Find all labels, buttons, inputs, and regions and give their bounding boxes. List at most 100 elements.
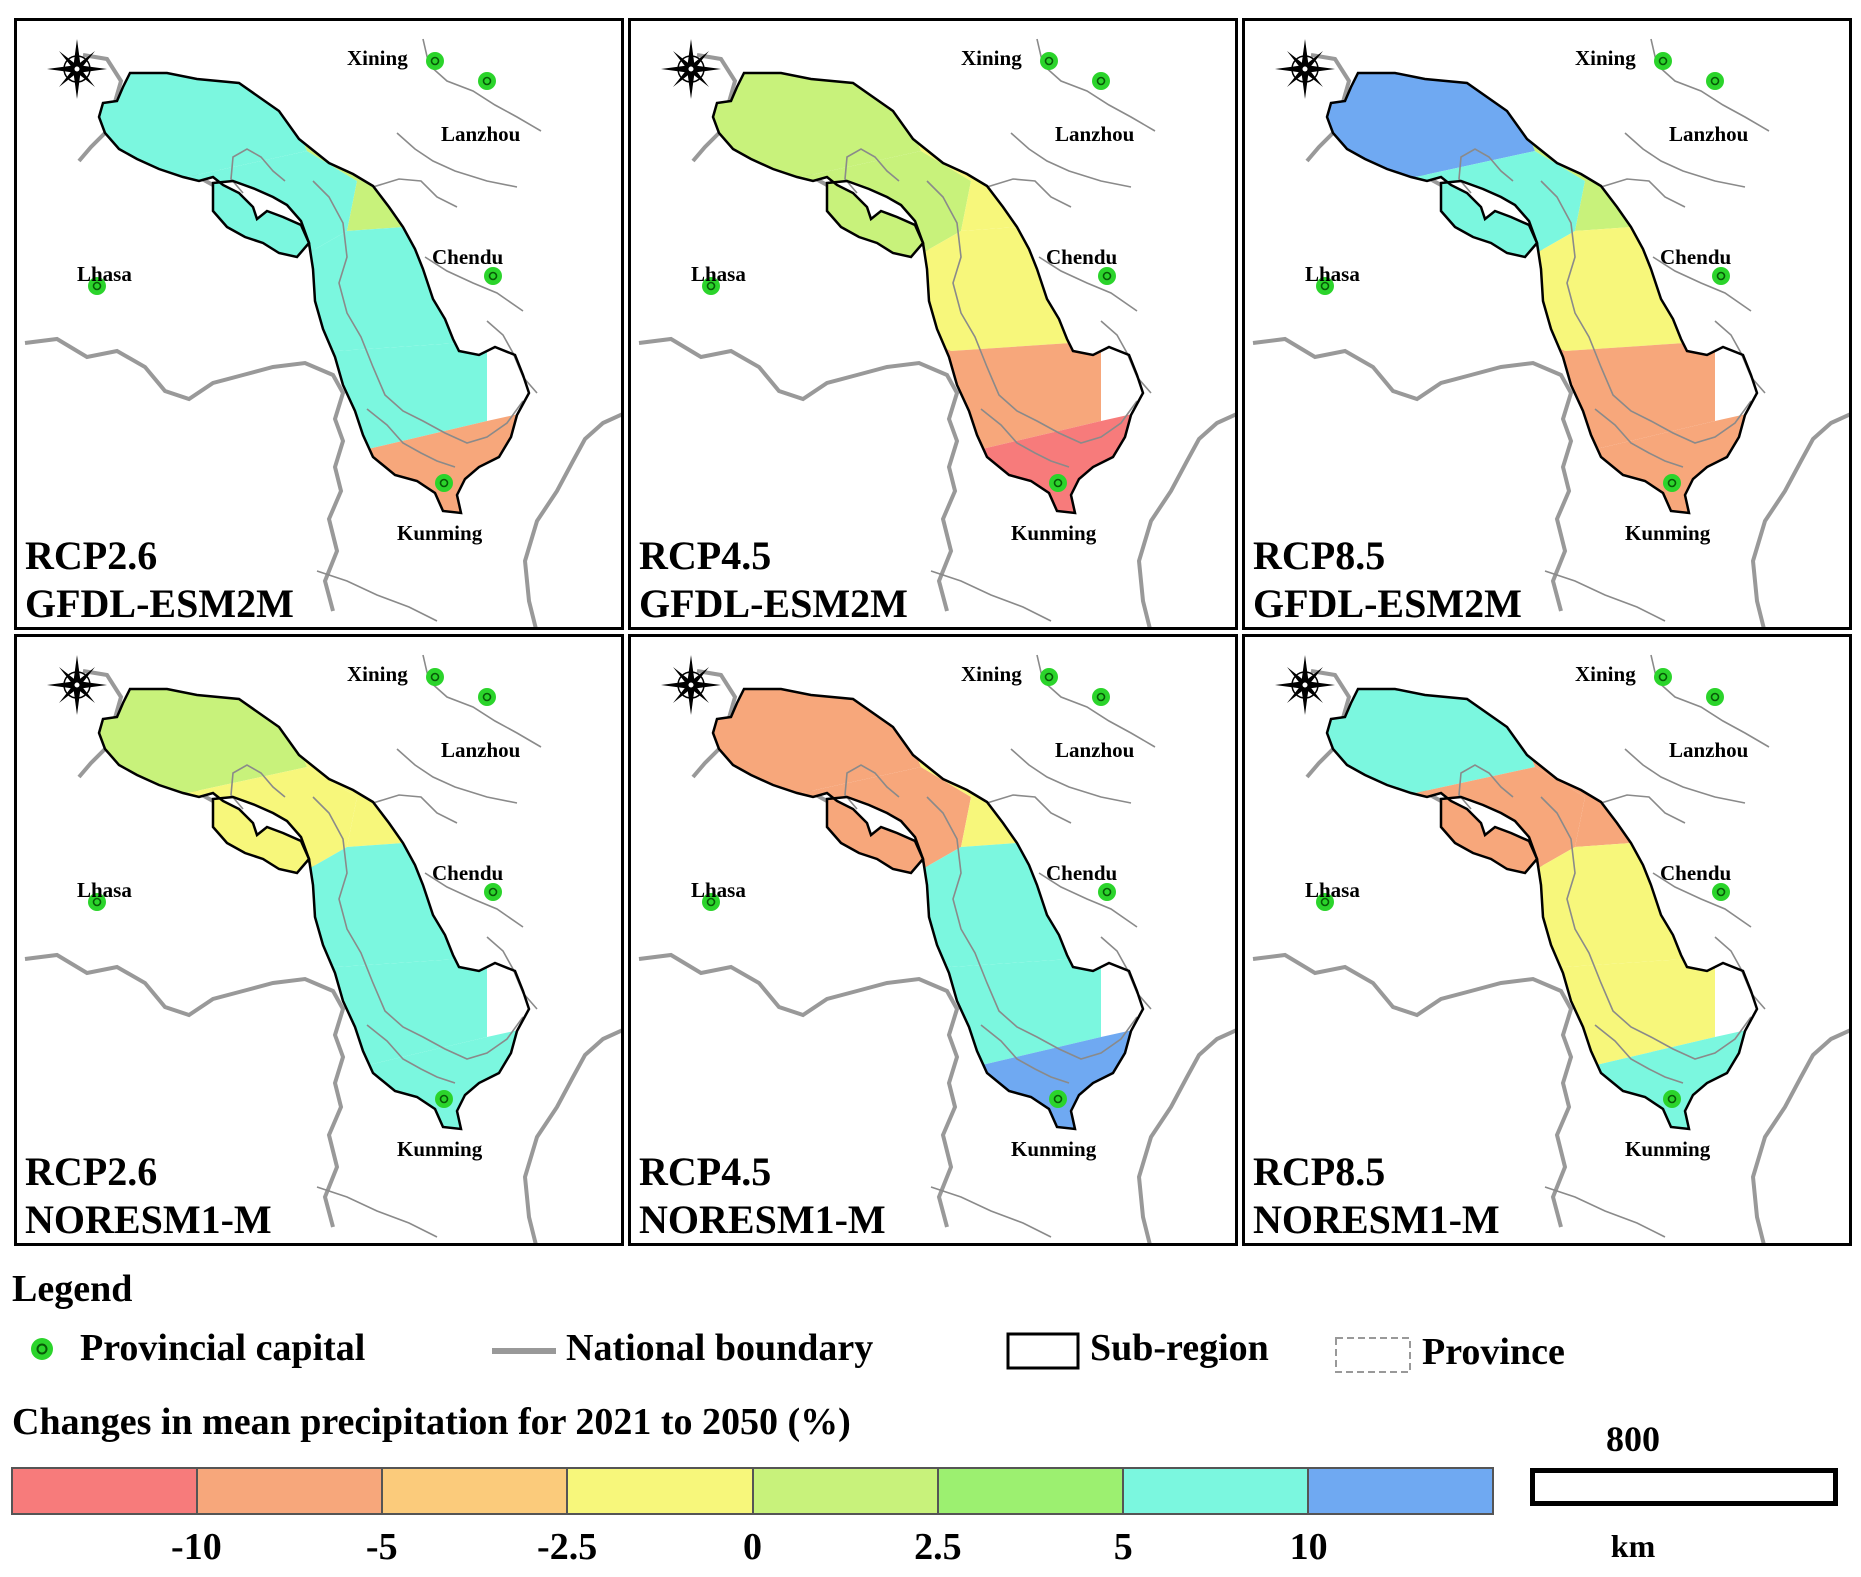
city-label: Chendu xyxy=(1046,245,1118,269)
province-boundary-line xyxy=(980,408,1070,468)
legend-province: Province xyxy=(1334,1330,1565,1374)
province-boundary-line xyxy=(1540,796,1752,1060)
colorbar-segment xyxy=(568,1469,754,1513)
provincial-capital-icon xyxy=(31,1338,53,1361)
provincial-capital-marker xyxy=(88,277,106,295)
city-label: Xining xyxy=(347,46,408,70)
provincial-capital-marker xyxy=(1706,72,1724,90)
province-boundary-line xyxy=(1544,1186,1666,1238)
colorbar-tick-label: -2.5 xyxy=(537,1526,598,1568)
city-label: Chendu xyxy=(1046,861,1118,885)
city-label: Lhasa xyxy=(77,262,132,286)
city-label: Kunming xyxy=(1011,521,1097,545)
map-panel: Xining Lanzhou Chendu Lhasa Kunming RCP8.5 NOR… xyxy=(1242,634,1852,1246)
provincial-capital-marker xyxy=(702,277,720,295)
city-label: Lanzhou xyxy=(1055,122,1135,146)
province-boundary-line xyxy=(1600,794,1686,824)
sub-region-outline xyxy=(711,687,1145,1131)
map-panel: Xining Lanzhou Chendu Lhasa Kunming RCP8.5 GFD… xyxy=(1242,18,1852,630)
provincial-capital-marker xyxy=(435,1090,453,1108)
model-label: GFDL-ESM2M xyxy=(25,581,294,626)
national-boundary-line xyxy=(1305,131,1335,163)
city-label: Kunming xyxy=(1625,521,1711,545)
city-label: Lanzhou xyxy=(1669,122,1749,146)
province-boundary-line xyxy=(844,148,900,194)
province-boundary-line xyxy=(396,748,518,804)
map-canvas xyxy=(1252,38,1849,627)
province-boundary-line xyxy=(1458,148,1514,194)
provincial-capital-marker xyxy=(1663,1090,1681,1108)
north-arrow-icon xyxy=(47,655,107,715)
provincial-capital-marker xyxy=(1663,474,1681,492)
legend-sub-region-label: Sub-region xyxy=(1090,1327,1269,1369)
provincial-capital-marker xyxy=(1712,883,1730,901)
national-boundary-line xyxy=(1252,952,1574,1228)
province-boundary-line xyxy=(1594,1024,1684,1084)
national-boundary-line xyxy=(24,952,346,1228)
sub-region-outline xyxy=(1325,71,1759,515)
colorbar-segment xyxy=(753,1469,939,1513)
city-label: Chendu xyxy=(432,861,504,885)
legend-title: Legend xyxy=(12,1268,133,1310)
scenario-label: RCP8.5 xyxy=(1253,533,1386,578)
sub-region-outline xyxy=(1439,179,1539,259)
provincial-capital-marker xyxy=(484,883,502,901)
national-boundary-line xyxy=(1252,336,1574,612)
city-label: Lhasa xyxy=(77,878,132,902)
model-label: NORESM1-M xyxy=(1253,1197,1500,1242)
city-label: Lanzhou xyxy=(1055,738,1135,762)
scale-bar xyxy=(1530,1468,1838,1506)
colorbar-title: Changes in mean precipitation for 2021 t… xyxy=(12,1401,851,1443)
city-label: Xining xyxy=(1575,662,1636,686)
sub-region-outline xyxy=(825,795,925,875)
provincial-capital-marker xyxy=(1040,668,1058,686)
scenario-label: RCP4.5 xyxy=(639,1149,772,1194)
national-boundary-line xyxy=(1305,747,1335,779)
map-panel: Xining Lanzhou Chendu Lhasa Kunming RCP4.5 NOR… xyxy=(628,634,1238,1246)
colorbar xyxy=(11,1467,1494,1515)
city-label: Lhasa xyxy=(1305,262,1360,286)
provincial-capital-marker xyxy=(426,52,444,70)
province-boundary-line xyxy=(372,178,458,208)
provincial-capital-marker xyxy=(1654,668,1672,686)
north-arrow-icon xyxy=(661,39,721,99)
city-label: Xining xyxy=(961,46,1022,70)
scenario-label: RCP4.5 xyxy=(639,533,772,578)
provincial-capital-marker xyxy=(1049,1090,1067,1108)
province-boundary-line xyxy=(1652,256,1752,312)
national-boundary-line xyxy=(691,131,721,163)
legend-national-boundary-label: National boundary xyxy=(566,1327,874,1369)
map-panel: Xining Lanzhou Chendu Lhasa Kunming RCP2.6 NOR… xyxy=(14,634,624,1246)
province-boundary-line xyxy=(366,408,456,468)
city-label: Lanzhou xyxy=(441,738,521,762)
colorbar-segment xyxy=(1308,1469,1492,1513)
province-boundary-line xyxy=(1458,764,1514,810)
colorbar-tick-label: 0 xyxy=(743,1526,762,1568)
national-boundary-line xyxy=(24,336,346,612)
north-arrow-icon xyxy=(1275,655,1335,715)
province-boundary-line xyxy=(1540,180,1752,444)
national-boundary-line xyxy=(77,747,107,779)
provincial-capital-marker xyxy=(1092,72,1110,90)
national-boundary-line xyxy=(691,747,721,779)
scenario-label: RCP8.5 xyxy=(1253,1149,1386,1194)
provincial-capital-marker xyxy=(1654,52,1672,70)
city-label: Chendu xyxy=(1660,245,1732,269)
city-label: Kunming xyxy=(1011,1137,1097,1161)
provincial-capital-marker xyxy=(1316,893,1334,911)
sub-region-icon xyxy=(1006,1332,1080,1370)
national-boundary-line xyxy=(638,952,960,1228)
sub-region-outline xyxy=(97,71,531,515)
city-label: Lhasa xyxy=(691,878,746,902)
map-panel-grid: Xining Lanzhou Chendu Lhasa Kunming RCP2.6 GFD… xyxy=(14,18,1852,1246)
city-label: Lanzhou xyxy=(1669,738,1749,762)
national-boundary-line xyxy=(77,131,107,163)
provincial-capital-marker xyxy=(1098,267,1116,285)
colorbar-segment xyxy=(938,1469,1124,1513)
provincial-capital-marker xyxy=(1712,267,1730,285)
national-boundary-line xyxy=(522,1028,621,1243)
provincial-capital-marker xyxy=(1098,883,1116,901)
provincial-capital-marker xyxy=(1092,688,1110,706)
provincial-capital-marker xyxy=(478,688,496,706)
colorbar-segment xyxy=(383,1469,569,1513)
